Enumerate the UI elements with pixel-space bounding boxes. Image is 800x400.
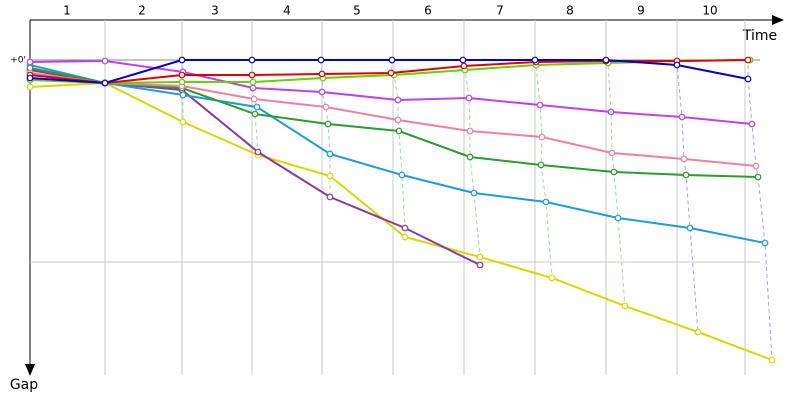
- point: [694, 328, 702, 336]
- point: [748, 120, 756, 128]
- point: [401, 233, 409, 241]
- point: [248, 56, 256, 64]
- point: [621, 302, 629, 310]
- point: [253, 103, 261, 111]
- point: [249, 78, 257, 86]
- x-tick-label: 5: [353, 4, 361, 18]
- point: [326, 150, 334, 158]
- point: [470, 189, 478, 197]
- y-axis-title: Gap: [10, 377, 38, 393]
- point: [326, 193, 334, 201]
- point: [476, 253, 484, 261]
- point: [178, 78, 186, 86]
- point: [673, 61, 681, 69]
- point: [398, 171, 406, 179]
- point: [531, 56, 539, 64]
- point: [322, 103, 330, 111]
- point: [761, 239, 769, 247]
- lap-connector: [605, 60, 626, 307]
- lap-connector: [534, 59, 553, 279]
- point: [254, 148, 262, 156]
- point: [387, 69, 395, 77]
- point: [608, 149, 616, 157]
- x-axis-title: Time: [742, 28, 777, 44]
- point: [251, 110, 259, 118]
- point: [318, 88, 326, 96]
- x-tick-label: 7: [496, 4, 504, 18]
- point: [460, 62, 468, 70]
- point: [324, 120, 332, 128]
- point: [26, 58, 34, 66]
- point: [388, 56, 396, 64]
- point: [318, 70, 326, 78]
- point: [466, 153, 474, 161]
- x-tick-label: 4: [283, 4, 291, 18]
- point: [26, 83, 34, 91]
- point: [476, 261, 484, 269]
- point: [250, 95, 258, 103]
- point: [248, 71, 256, 79]
- lap-connector: [462, 59, 481, 265]
- point: [744, 56, 752, 64]
- x-tick-label: 2: [138, 4, 146, 18]
- point: [179, 91, 187, 99]
- point: [542, 198, 550, 206]
- lap-connector: [747, 59, 773, 361]
- point: [394, 96, 402, 104]
- point: [744, 75, 752, 83]
- point: [768, 356, 776, 364]
- point: [178, 71, 186, 79]
- point: [101, 79, 109, 87]
- point: [614, 214, 622, 222]
- lap-connector: [676, 61, 699, 333]
- x-tick-label: 10: [702, 4, 717, 18]
- point: [101, 57, 109, 65]
- point: [752, 162, 760, 170]
- point: [686, 224, 694, 232]
- x-tick-label: 9: [637, 4, 645, 18]
- y-arrow: [25, 364, 35, 376]
- point: [680, 155, 688, 163]
- point: [607, 108, 615, 116]
- point: [178, 56, 186, 64]
- point: [466, 127, 474, 135]
- x-arrow: [772, 15, 784, 25]
- point: [26, 74, 34, 82]
- point: [682, 171, 690, 179]
- series-line: [29, 64, 766, 244]
- point: [459, 56, 467, 64]
- series-line: [29, 81, 773, 361]
- point: [317, 56, 325, 64]
- x-tick-label: 3: [211, 4, 219, 18]
- point: [395, 127, 403, 135]
- point: [401, 224, 409, 232]
- point: [249, 84, 257, 92]
- x-tick-label: 1: [63, 4, 71, 18]
- x-tick-label: 8: [566, 4, 574, 18]
- x-tick-label: 6: [424, 4, 432, 18]
- point: [394, 116, 402, 124]
- point: [602, 56, 610, 64]
- point: [537, 161, 545, 169]
- point: [179, 118, 187, 126]
- point: [610, 168, 618, 176]
- point: [548, 274, 556, 282]
- y-tick-label: +0': [10, 56, 26, 66]
- point: [326, 172, 334, 180]
- point: [465, 94, 473, 102]
- point: [754, 173, 762, 181]
- point: [536, 101, 544, 109]
- point: [678, 113, 686, 121]
- point: [538, 133, 546, 141]
